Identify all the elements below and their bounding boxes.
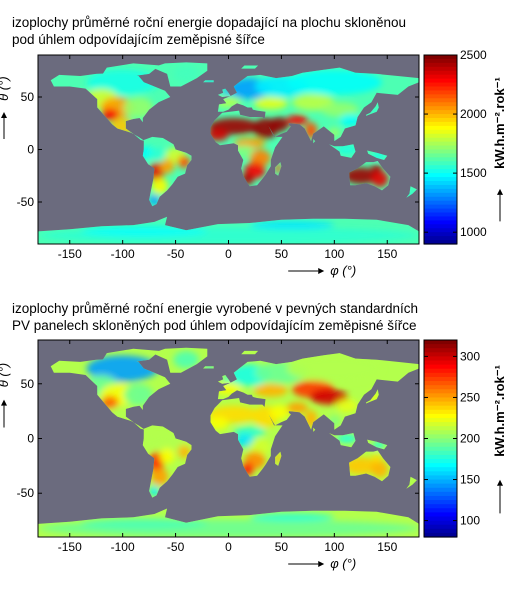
chart2-field-patch xyxy=(371,460,389,478)
chart1-figure: -150 -100 -50 0 50 100 150 50 0 -50 φ (°) θ (°) 1000… xyxy=(0,50,507,278)
chart2-x-tick-label: 50 xyxy=(275,540,289,554)
chart1-colorbar-tick-label: 2500 xyxy=(460,50,487,62)
chart2-field-patch xyxy=(249,438,271,457)
chart1-field-patch xyxy=(123,97,154,118)
chart1-field-patch xyxy=(286,69,382,95)
chart2-y-axis-label: θ (°) xyxy=(0,363,11,388)
chart1-field-patch xyxy=(253,97,288,110)
chart2-x-tick-label: -100 xyxy=(111,540,135,554)
chart2-title-line2: PV panelech skloněných pod úhlem odpovíd… xyxy=(12,318,417,333)
chart1-field-patch xyxy=(371,170,389,188)
chart1-field-patch xyxy=(320,102,359,117)
chart2-field-patch xyxy=(159,448,175,464)
chart1-field-patch xyxy=(173,65,199,83)
chart2-figure: -150 -100 -50 0 50 100 150 50 0 -50 φ (°) θ (°) 100 1… xyxy=(0,339,507,571)
chart2-field-patch xyxy=(151,468,169,486)
chart1-x-tick-label: -50 xyxy=(167,247,185,261)
chart2-field-patch xyxy=(173,350,199,369)
chart1-x-axis-arrow-head xyxy=(318,268,325,274)
chart1-colorbar-tick-label: 1000 xyxy=(460,225,487,239)
chart2-x-tick-label: -150 xyxy=(58,540,82,554)
chart1-colorbar-gradient xyxy=(424,55,457,245)
chart2-field-patch xyxy=(249,512,335,522)
chart1-field-patch xyxy=(249,220,335,230)
chart2-x-axis-label: φ (°) xyxy=(330,556,356,571)
chart1-colorbar-tick-label: 1500 xyxy=(460,166,487,180)
chart2-x-tick-label: 100 xyxy=(324,540,344,554)
chart2-colorbar-label: kW.h.m⁻².rok⁻¹ xyxy=(492,365,507,457)
chart1-field-patch xyxy=(151,177,169,195)
chart1-x-tick-label: 100 xyxy=(324,247,344,261)
chart2-colorbar-tick-label: 150 xyxy=(460,473,480,487)
chart2-field-patch xyxy=(371,453,382,463)
chart1-y-tick-label: -50 xyxy=(17,195,35,209)
chart1-field-patch xyxy=(371,164,382,173)
chart2-y-axis-arrow-head xyxy=(1,399,7,406)
chart1-title-line2: pod úhlem odpovídajícím zeměpisné šířce xyxy=(12,32,265,47)
chart1-x-axis-label: φ (°) xyxy=(330,263,356,278)
chart1-x-tick-label: 150 xyxy=(377,247,397,261)
chart1-field-patch xyxy=(336,145,358,154)
chart2-y-tick-label: 50 xyxy=(21,377,35,391)
chart2-field-patch xyxy=(336,434,358,443)
chart1-x-tick-label: -150 xyxy=(58,247,82,261)
chart1-field-patch xyxy=(339,113,361,127)
chart2-field-patch xyxy=(286,402,308,414)
chart2-y-tick-label: -50 xyxy=(17,486,35,500)
chart1-field-patch xyxy=(159,158,175,174)
chart2-field-patch xyxy=(80,518,208,530)
chart1-colorbar-tick-label: 2000 xyxy=(460,107,487,121)
chart1-y-tick-label: 50 xyxy=(21,90,35,104)
chart1-field-patch xyxy=(150,147,168,160)
chart2-colorbar-tick-label: 100 xyxy=(460,514,480,528)
chart2-field-patch xyxy=(150,436,168,450)
chart2-colorbar-tick-label: 200 xyxy=(460,432,480,446)
chart2-field-patch xyxy=(336,399,358,413)
chart2-field-patch xyxy=(309,389,349,405)
chart2-field-patch xyxy=(123,383,154,406)
chart1-x-tick-label: 50 xyxy=(275,247,289,261)
chart1-field-patch xyxy=(343,167,378,185)
chart1-y-axis-arrow-head xyxy=(1,112,7,118)
chart1-field-patch xyxy=(80,226,208,237)
chart1-title-line1: izoplochy průměrné roční energie dopadaj… xyxy=(12,15,407,30)
chart2-field-patch xyxy=(286,355,382,382)
chart1-field-patch xyxy=(149,194,160,206)
chart2-x-tick-label: 0 xyxy=(225,540,232,554)
chart1-y-tick-label: 0 xyxy=(27,143,34,157)
chart2-title-line1: izoplochy průměrné roční energie vyroben… xyxy=(12,301,418,316)
chart2-colorbar-tick-label: 300 xyxy=(460,349,480,363)
chart1-field-patch xyxy=(269,116,289,132)
chart2-x-axis-arrow-head xyxy=(318,561,325,567)
chart1-x-tick-label: -100 xyxy=(111,247,135,261)
chart1-y-axis-label: θ (°) xyxy=(0,76,11,101)
chart2-x-tick-label: -50 xyxy=(167,540,185,554)
chart2-field-patch xyxy=(149,485,160,497)
chart2-field-patch xyxy=(269,404,289,420)
chart2-colorbar-arrow-head xyxy=(497,479,503,486)
chart2-colorbar-tick-label: 250 xyxy=(460,390,480,404)
chart1-colorbar-label: kW.h.m⁻².rok⁻¹ xyxy=(492,77,507,169)
chart2-colorbar-gradient xyxy=(424,340,457,538)
chart1-field-patch xyxy=(286,114,308,126)
chart2-field-patch xyxy=(343,457,378,475)
chart2-x-tick-label: 150 xyxy=(377,540,397,554)
chart2-field-patch xyxy=(253,383,288,397)
chart1-colorbar-frame xyxy=(423,54,458,245)
chart2-y-tick-label: 0 xyxy=(27,432,34,446)
chart1-colorbar-arrow-head xyxy=(497,188,503,195)
chart1-x-tick-label: 0 xyxy=(225,247,232,261)
chart1-field-patch xyxy=(177,155,191,169)
